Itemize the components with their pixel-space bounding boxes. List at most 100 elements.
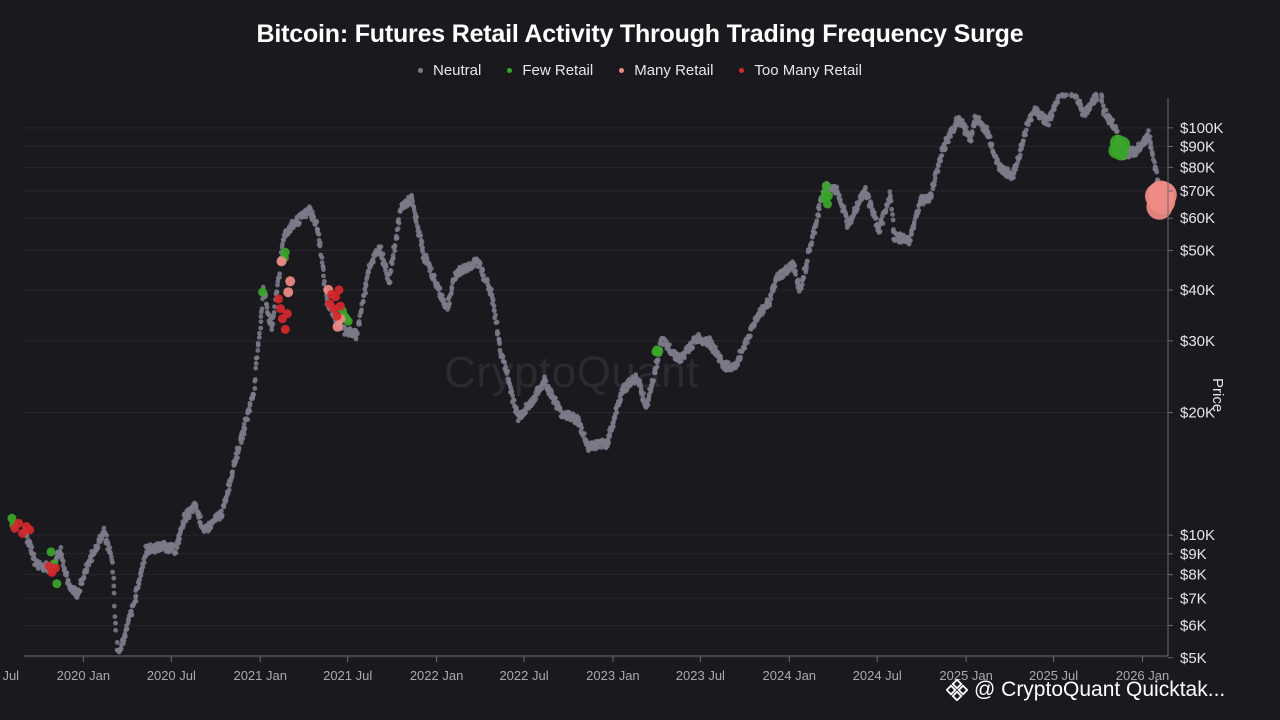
neutral-point — [595, 445, 600, 451]
legend-item-too-many-retail[interactable]: Too Many Retail — [739, 62, 862, 79]
neutral-point — [1148, 145, 1154, 151]
neutral-point — [655, 357, 661, 363]
neutral-point — [138, 573, 144, 579]
neutral-point — [678, 358, 684, 364]
neutral-point — [748, 333, 753, 339]
y-axis-label: Price — [1209, 378, 1226, 413]
neutral-point — [948, 134, 954, 139]
neutral-point — [174, 545, 180, 551]
neutral-point — [1020, 142, 1025, 148]
legend-item-few-retail[interactable]: Few Retail — [507, 62, 593, 79]
neutral-point — [866, 194, 872, 200]
neutral-point — [62, 566, 67, 571]
y-tick-label: $50K — [1180, 242, 1215, 259]
neutral-point — [447, 301, 452, 306]
neutral-point — [418, 233, 424, 239]
x-tick-label: 2021 Jul — [323, 668, 372, 683]
neutral-point — [84, 566, 90, 572]
neutral-point — [296, 220, 302, 226]
y-tick-label: $70K — [1180, 183, 1215, 200]
neutral-point — [378, 244, 384, 250]
neutral-point — [742, 345, 748, 351]
neutral-point — [1046, 122, 1052, 128]
neutral-point — [390, 252, 396, 258]
neutral-point — [133, 598, 139, 604]
neutral-point — [793, 272, 798, 277]
many-retail-point — [283, 287, 294, 298]
neutral-point — [887, 193, 893, 199]
y-tick-label: $30K — [1180, 333, 1215, 350]
x-tick-label: 2026 Jan — [1116, 668, 1170, 683]
neutral-point — [767, 300, 772, 306]
neutral-point — [392, 248, 398, 254]
x-tick-label: 2020 Jan — [57, 668, 111, 683]
neutral-point — [798, 286, 804, 291]
neutral-point — [247, 408, 253, 414]
many-retail-point — [1150, 181, 1177, 208]
neutral-point — [319, 260, 325, 266]
neutral-point — [738, 354, 743, 360]
neutral-point — [489, 286, 494, 292]
neutral-point — [505, 368, 510, 374]
legend-label-too-many-retail: Too Many Retail — [754, 62, 862, 79]
neutral-point — [1152, 159, 1157, 165]
neutral-point — [230, 469, 236, 475]
neutral-point — [437, 285, 443, 291]
neutral-point — [1154, 169, 1160, 175]
neutral-point — [321, 267, 326, 272]
few-retail-point — [258, 287, 268, 297]
few-retail-point — [280, 247, 290, 257]
neutral-point — [140, 564, 146, 570]
neutral-point — [1064, 92, 1069, 98]
too-many-retail-point — [25, 525, 35, 535]
neutral-point — [884, 203, 890, 209]
neutral-point — [641, 391, 646, 396]
too-many-retail-point — [14, 518, 24, 528]
neutral-point — [383, 264, 389, 269]
neutral-point — [439, 292, 445, 298]
neutral-point — [65, 578, 71, 584]
neutral-point — [113, 620, 118, 626]
neutral-point — [1024, 127, 1029, 133]
many-retail-point — [285, 276, 296, 287]
neutral-point — [930, 186, 936, 192]
neutral-point — [502, 360, 508, 365]
neutral-point — [252, 386, 258, 391]
too-many-retail-point — [331, 292, 341, 302]
neutral-point — [319, 255, 325, 260]
neutral-point — [111, 590, 117, 596]
neutral-point — [889, 206, 895, 212]
neutral-point — [466, 261, 472, 266]
too-many-retail-point — [18, 528, 27, 538]
neutral-point — [497, 341, 502, 347]
few-retail-point — [1114, 136, 1131, 153]
neutral-point — [868, 203, 874, 209]
few-retail-point — [52, 579, 62, 589]
neutral-point — [664, 338, 669, 344]
neutral-point — [303, 214, 309, 220]
neutral-point — [1150, 152, 1155, 158]
legend-item-many-retail[interactable]: Many Retail — [619, 62, 713, 79]
grid-lines — [24, 127, 1168, 659]
few-retail-point — [823, 191, 833, 201]
x-tick-label: 2019 Jul — [0, 668, 19, 683]
neutral-point — [321, 273, 326, 279]
neutral-point — [277, 271, 282, 277]
neutral-point — [1028, 117, 1034, 122]
legend-item-neutral[interactable]: Neutral — [418, 62, 481, 79]
neutral-point — [256, 335, 262, 340]
neutral-point — [812, 230, 818, 236]
neutral-point — [241, 421, 247, 427]
neutral-point — [413, 219, 419, 225]
neutral-point — [396, 220, 402, 226]
neutral-point — [177, 536, 183, 542]
neutral-point — [428, 266, 434, 271]
neutral-point — [235, 455, 240, 461]
credit-text: @ CryptoQuant Quicktak... — [974, 678, 1226, 701]
neutral-point — [932, 175, 938, 181]
neutral-point — [253, 361, 259, 366]
y-tick-label: $100K — [1180, 120, 1223, 137]
neutral-point — [1094, 95, 1099, 100]
neutral-point — [317, 243, 323, 249]
neutral-point — [107, 545, 113, 551]
